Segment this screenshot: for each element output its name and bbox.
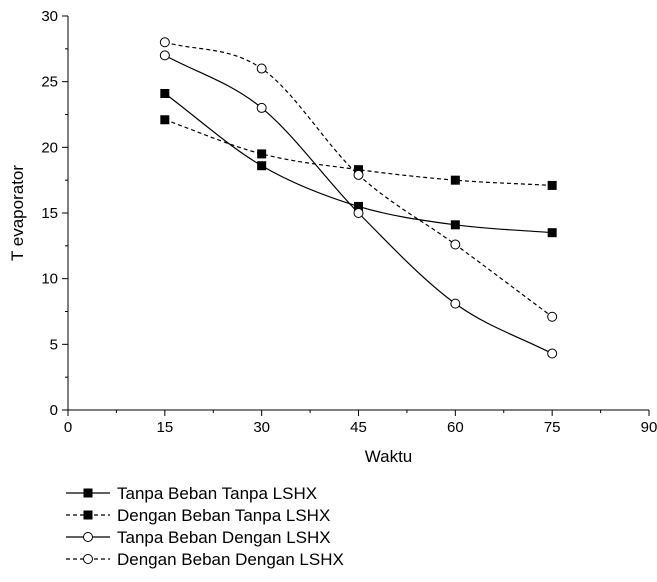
legend-label: Dengan Beban Dengan LSHX: [117, 550, 344, 569]
data-point: [159, 37, 170, 48]
data-point: [160, 115, 170, 125]
series-2: [160, 115, 557, 190]
data-point: [450, 220, 460, 230]
x-ticks: 0 15 30 45 60 75 90: [64, 410, 657, 436]
series-line: [164, 119, 553, 187]
legend-label: Tanpa Beban Dengan LSHX: [117, 528, 331, 547]
data-point: [257, 161, 267, 171]
legend-swatch-marker: [83, 488, 93, 498]
data-point: [450, 298, 461, 309]
y-tick-label: 25: [41, 74, 58, 91]
data-point: [256, 102, 267, 113]
data-point: [547, 228, 557, 238]
x-tick-label: 30: [253, 419, 270, 436]
legend-label: Dengan Beban Tanpa LSHX: [117, 506, 330, 525]
y-tick-label: 20: [41, 139, 58, 156]
data-point: [450, 239, 461, 250]
y-ticks: 0 5 10 15 20 25 30: [41, 8, 68, 419]
y-tick-label: 0: [50, 402, 58, 419]
legend-item: Dengan Beban Dengan LSHX: [66, 550, 344, 569]
plot-area: [159, 37, 558, 359]
data-point: [353, 208, 364, 218]
series-3: [159, 50, 558, 359]
data-point: [257, 149, 267, 159]
x-tick-label: 45: [350, 419, 367, 436]
legend-label: Tanpa Beban Tanpa LSHX: [117, 484, 317, 503]
data-point: [256, 63, 267, 74]
x-tick-label: 0: [64, 419, 72, 436]
x-tick-label: 90: [641, 419, 657, 436]
data-point: [354, 201, 363, 211]
x-tick-label: 60: [447, 419, 464, 436]
data-point: [547, 311, 558, 322]
legend-item: Tanpa Beban Tanpa LSHX: [66, 484, 317, 503]
y-tick-label: 5: [50, 336, 58, 353]
x-tick-label: 75: [544, 419, 561, 436]
x-tick-label: 15: [156, 419, 173, 436]
data-point: [160, 88, 170, 98]
data-point: [353, 169, 364, 180]
data-point: [354, 165, 363, 175]
axes: 0 15 30 45 60 75 90 0 5 10 15 20 25 30: [41, 8, 657, 436]
legend: Tanpa Beban Tanpa LSHX Dengan Beban Tanpa…: [66, 484, 344, 569]
x-axis-title: Waktu: [365, 447, 413, 466]
legend-swatch-marker: [83, 532, 93, 542]
y-tick-label: 15: [41, 205, 58, 222]
y-tick-label: 30: [41, 8, 58, 25]
series-4: [159, 37, 558, 322]
legend-swatch-marker: [83, 510, 93, 520]
data-point: [547, 180, 557, 190]
y-tick-label: 10: [41, 271, 58, 288]
data-point: [450, 175, 460, 185]
legend-swatch-marker: [83, 554, 93, 564]
series-1: [160, 88, 557, 238]
legend-item: Dengan Beban Tanpa LSHX: [66, 506, 330, 525]
legend-item: Tanpa Beban Dengan LSHX: [66, 528, 331, 547]
data-point: [159, 50, 170, 61]
data-point: [547, 348, 558, 359]
y-axis-title: T evaporator: [8, 165, 27, 261]
